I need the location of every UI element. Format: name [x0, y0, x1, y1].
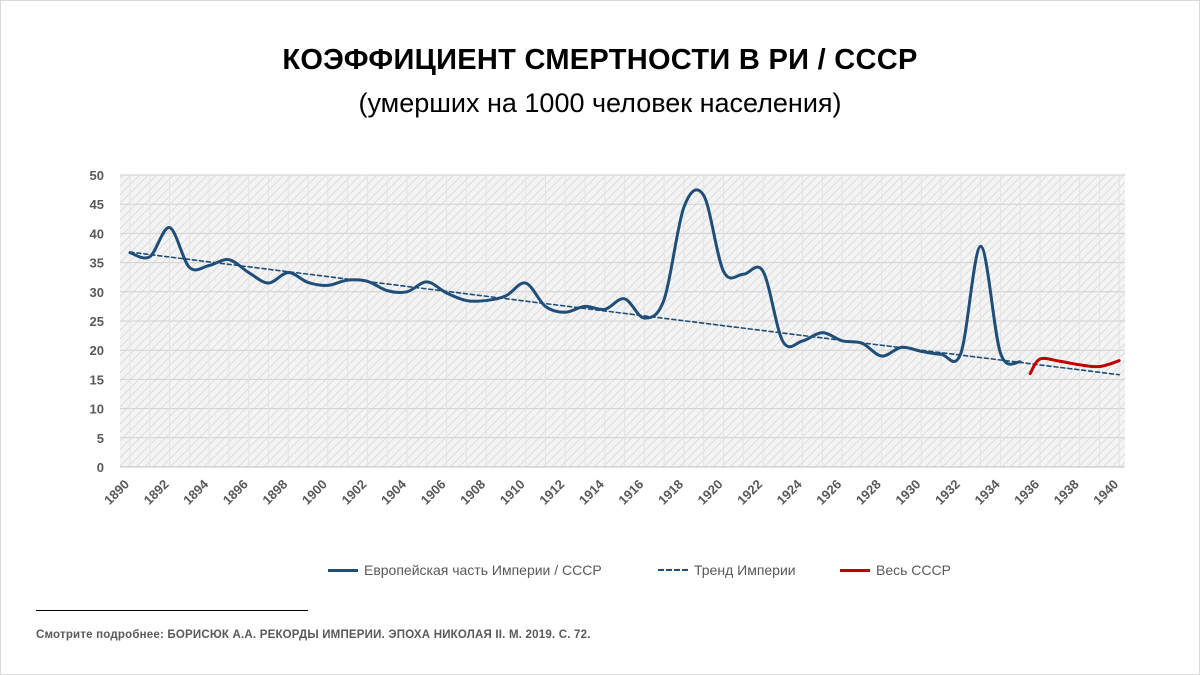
legend-item-europe: Европейская часть Империи / СССР [328, 562, 602, 578]
legend-swatch-ussr [840, 568, 870, 572]
series-europe-line [128, 188, 1022, 366]
x-tick-label: 1892 [141, 477, 172, 508]
series-ussr-line [1028, 356, 1121, 376]
legend-item-ussr: Весь СССР [840, 562, 951, 578]
x-tick-label: 1910 [497, 477, 528, 508]
legend-swatch-europe [328, 568, 358, 572]
x-tick-label: 1900 [299, 477, 330, 508]
x-tick-label: 1928 [853, 477, 884, 508]
x-tick-label: 1894 [180, 476, 212, 508]
footnote-source: Смотрите подробнее: БОРИСЮК А.А. РЕКОРДЫ… [36, 629, 591, 641]
footnote-divider [36, 610, 308, 611]
x-tick-label: 1898 [259, 477, 290, 508]
x-tick-label: 1912 [536, 477, 567, 508]
x-tick-label: 1896 [220, 477, 251, 508]
x-tick-label: 1890 [101, 477, 132, 508]
y-tick-label: 15 [90, 372, 104, 387]
x-tick-label: 1904 [378, 476, 410, 508]
x-tick-label: 1906 [418, 477, 449, 508]
y-tick-label: 25 [90, 314, 104, 329]
legend-item-trend: Тренд Империи [658, 562, 796, 578]
x-tick-label: 1934 [972, 476, 1004, 508]
chart-legend: Европейская часть Империи / СССР Тренд И… [0, 562, 1200, 582]
chart-subtitle: (умерших на 1000 человек населения) [358, 88, 842, 118]
x-tick-label: 1930 [892, 477, 923, 508]
x-tick-label: 1932 [932, 477, 963, 508]
y-tick-label: 0 [97, 460, 104, 475]
x-tick-label: 1902 [338, 477, 369, 508]
x-tick-label: 1924 [774, 476, 806, 508]
y-tick-label: 45 [90, 197, 104, 212]
chart-title: КОЭФФИЦИЕНТ СМЕРТНОСТИ В РИ / СССР [282, 44, 918, 76]
x-tick-label: 1918 [655, 477, 686, 508]
x-tick-label: 1920 [695, 477, 726, 508]
x-tick-label: 1908 [457, 477, 488, 508]
legend-label-europe: Европейская часть Империи / СССР [364, 562, 602, 578]
series-trend-line [129, 251, 1120, 376]
y-tick-label: 20 [90, 343, 104, 358]
y-tick-label: 30 [90, 285, 104, 300]
x-tick-label: 1936 [1011, 477, 1042, 508]
x-tick-label: 1922 [734, 477, 765, 508]
legend-swatch-trend [658, 569, 688, 571]
x-tick-label: 1940 [1090, 477, 1121, 508]
x-tick-label: 1938 [1051, 477, 1082, 508]
y-tick-label: 5 [97, 431, 104, 446]
x-tick-label: 1914 [576, 476, 608, 508]
legend-label-ussr: Весь СССР [876, 562, 951, 578]
y-tick-label: 50 [90, 168, 104, 183]
y-tick-label: 40 [90, 226, 104, 241]
y-tick-label: 10 [90, 402, 104, 417]
legend-label-trend: Тренд Империи [694, 562, 796, 578]
y-tick-label: 35 [90, 256, 104, 271]
x-tick-label: 1926 [813, 477, 844, 508]
x-tick-label: 1916 [615, 477, 646, 508]
